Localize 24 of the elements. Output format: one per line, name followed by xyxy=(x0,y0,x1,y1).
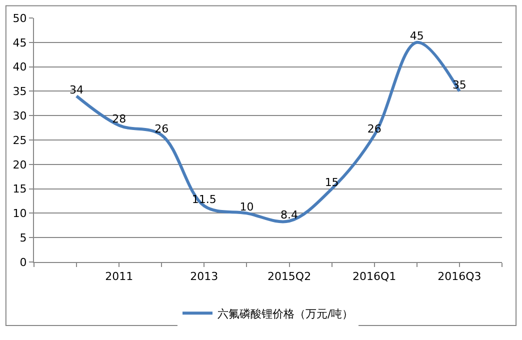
data-label: 15 xyxy=(324,176,339,190)
data-label: 8.4 xyxy=(280,208,298,222)
y-tick-label: 20 xyxy=(12,158,27,172)
data-label: 10 xyxy=(240,200,254,214)
y-tick-label: 10 xyxy=(12,207,27,220)
legend-label: 六氟磷酸锂价格（万元/吨） xyxy=(218,307,354,320)
data-label: 26 xyxy=(154,122,169,136)
data-label: 34 xyxy=(70,83,84,96)
y-tick-label: 5 xyxy=(20,231,27,244)
data-label: 45 xyxy=(410,30,424,43)
y-tick-label: 40 xyxy=(12,60,27,74)
y-tick-label: 50 xyxy=(12,12,27,25)
y-tick-label: 0 xyxy=(20,256,27,269)
x-tick-label: 2013 xyxy=(190,270,218,284)
y-tick-label: 15 xyxy=(12,182,27,196)
x-tick-label: 2016Q3 xyxy=(438,270,482,284)
x-tick-label: 2015Q2 xyxy=(267,270,312,284)
x-tick-label: 2011 xyxy=(105,270,134,284)
y-tick-label: 35 xyxy=(12,85,27,98)
y-tick-label: 25 xyxy=(12,134,27,147)
x-tick-label: 2016Q1 xyxy=(352,270,396,284)
y-tick-label: 30 xyxy=(12,109,27,122)
data-label: 28 xyxy=(112,112,126,126)
y-tick-label: 45 xyxy=(12,36,27,50)
